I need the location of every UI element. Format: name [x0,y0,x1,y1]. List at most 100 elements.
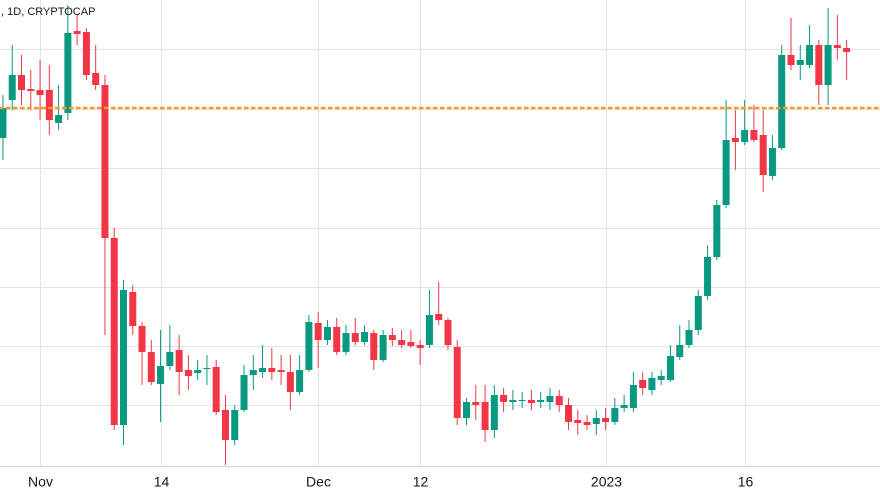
candle-body [221,410,229,440]
candle-body [259,368,267,372]
candle-body [379,335,387,360]
candle-body [296,370,304,392]
candle-body [555,396,563,405]
candle-body [453,347,461,418]
candle-body [286,372,294,392]
candle-body [361,332,369,342]
candle-body [592,418,600,424]
candle-body [564,405,572,422]
candle-body [249,370,257,375]
candle-body [231,410,239,440]
x-tick-label: 12 [413,474,429,490]
candle-body [694,296,702,330]
candle-body [806,45,814,65]
candle-body [787,55,795,65]
candle-body [537,400,545,402]
candle-body [666,356,674,380]
candle-body [73,31,81,34]
candle-body [472,402,480,405]
candle-body [333,327,341,352]
candle-body [110,238,118,425]
candle-body [166,352,174,366]
candle-body [444,320,452,345]
candle-body [27,89,35,91]
candle-body [18,75,26,90]
candle-body [194,370,202,373]
candle-body [435,314,443,320]
candle-body [574,420,582,423]
candle-body [268,368,276,372]
candle-body [685,330,693,345]
candle-body [509,400,517,402]
candle-body [843,48,851,52]
candle-body [314,323,322,340]
x-tick-label: Dec [306,474,331,490]
candle-body [583,422,591,425]
candle-body [731,138,739,142]
candle-body [546,396,554,402]
candle-body [629,385,637,408]
candle-body [45,90,53,120]
candle-body [768,148,776,176]
candle-body [639,380,647,388]
candle-body [342,333,350,352]
candle-body [147,352,155,382]
candle-body [157,366,165,384]
x-tick-label: Nov [28,474,53,490]
candle-body [815,45,823,85]
candle-body [704,257,712,296]
candle-body [92,73,100,85]
candle-body [500,395,508,402]
candle-body [490,395,498,430]
candle-body [370,333,378,360]
candle-body [388,335,396,340]
candle-body [833,45,841,48]
candle-body [620,405,628,408]
candle-body [351,333,359,342]
grid [0,0,880,466]
x-axis: Nov 14 Dec 12 2023 16 [28,474,753,490]
candle-body [8,75,16,100]
candle-body [119,290,127,425]
candle-body [676,345,684,357]
candle-body [602,418,610,422]
candle-body [277,370,285,372]
candle-body [129,292,137,326]
candle-body [82,32,90,75]
candle-body [425,315,433,345]
candle-body [741,130,749,142]
candle-body [778,55,786,148]
candle-body [175,350,183,372]
candle-body [518,400,526,401]
candle-body [305,322,313,370]
x-tick-label: 16 [738,474,754,490]
candle-body [796,60,804,65]
candle-body [657,376,665,380]
candle-body [212,367,220,412]
candle-body [713,205,721,257]
candle-body [407,342,415,346]
candle-body [36,90,44,95]
candle-body [463,402,471,418]
candle-body [240,375,248,410]
candle-body [55,115,63,123]
candle-body [759,135,767,175]
candle-body [824,45,832,85]
candle-body [101,85,109,238]
candle-body [184,370,192,376]
candle-body [481,402,489,430]
candle-body [611,408,619,422]
x-tick-label: 14 [154,474,170,490]
candle-body [0,108,7,138]
candle-body [416,345,424,348]
candle-body [138,326,146,352]
candle-body [750,130,758,140]
plot-area [0,5,880,465]
candle-body [648,378,656,390]
candle-body [398,340,406,345]
candle-body [203,368,211,369]
candle-body [64,33,72,113]
